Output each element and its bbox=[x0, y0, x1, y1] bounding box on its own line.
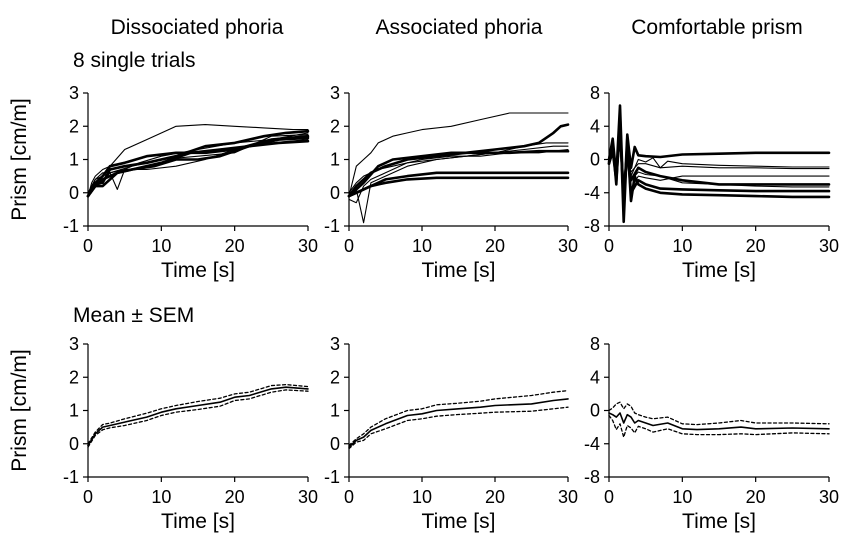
column-title-dissociated: Dissociated phoria bbox=[111, 16, 284, 39]
panel-2-x-tick-label: 10 bbox=[412, 236, 432, 256]
panel-4-y-tick-label: 1 bbox=[69, 401, 79, 421]
panel-4-y-tick-label: 3 bbox=[69, 334, 79, 354]
panel-2-y-tick-label: 0 bbox=[330, 183, 340, 203]
panel-2-x-tick-label: 0 bbox=[344, 236, 354, 256]
panel-2-y-tick-label: 3 bbox=[330, 83, 340, 103]
panel-5-trace-2-sem bbox=[348, 389, 569, 447]
panel-3-y-tick-label: 8 bbox=[590, 83, 600, 103]
panel-2-y-tick-label: 1 bbox=[330, 150, 340, 170]
panel-3-x-tick-label: 0 bbox=[604, 236, 614, 256]
panel-4-x-tick-label: 10 bbox=[151, 487, 171, 507]
panel-5-y-tick-label: 2 bbox=[330, 367, 340, 387]
panel-6-y-tick-label: -8 bbox=[584, 467, 600, 487]
panel-5-x-tick-label: 30 bbox=[558, 487, 578, 507]
panel-5-x-tick-label: 0 bbox=[344, 487, 354, 507]
panel-5-y-tick-label: 0 bbox=[330, 434, 340, 454]
panel-2-y-tick-label: 2 bbox=[330, 116, 340, 136]
column-title-comfortable: Comfortable prism bbox=[631, 16, 803, 39]
panel-3-trace-1-thick bbox=[607, 104, 831, 211]
panel-2-trace-6-thick bbox=[347, 149, 570, 198]
panel-6-trace-3-sem bbox=[608, 414, 830, 438]
panel-6-x-tick-label: 20 bbox=[746, 487, 766, 507]
panel-4-y-axis-title: Prism [cm/m] bbox=[8, 349, 31, 471]
panel-3-x-tick-label: 30 bbox=[819, 236, 839, 256]
panel-4-x-tick-label: 30 bbox=[298, 487, 318, 507]
panel-1-y-tick-label: 2 bbox=[69, 116, 79, 136]
column-title-associated: Associated phoria bbox=[376, 16, 543, 39]
panel-1-y-tick-label: 1 bbox=[69, 150, 79, 170]
panel-4-trace-1-mean bbox=[87, 386, 309, 447]
panel-5-x-tick-label: 20 bbox=[485, 487, 505, 507]
panel-2-x-axis-title: Time [s] bbox=[422, 259, 496, 282]
panel-1-x-axis-title: Time [s] bbox=[161, 259, 235, 282]
panel-1-x-tick-label: 10 bbox=[151, 236, 171, 256]
panel-3-trace-8-thin bbox=[608, 142, 830, 188]
panel-6-x-tick-label: 30 bbox=[819, 487, 839, 507]
panel-1-x-tick-label: 30 bbox=[298, 236, 318, 256]
panel-6-x-tick-label: 10 bbox=[672, 487, 692, 507]
panel-2-trace-1-thin bbox=[348, 112, 569, 197]
panel-1-trace-8-thick bbox=[86, 136, 310, 198]
panel-2-trace-4-thin bbox=[348, 148, 569, 194]
panel-6-x-axis-title: Time [s] bbox=[682, 510, 756, 533]
panel-1-y-tick-label: 0 bbox=[69, 183, 79, 203]
panel-4-y-tick-label: -1 bbox=[63, 467, 79, 487]
panel-6-y-tick-label: 0 bbox=[590, 401, 600, 421]
panel-3-y-tick-label: 4 bbox=[590, 116, 600, 136]
panel-2-x-tick-label: 20 bbox=[485, 236, 505, 256]
panel-4-x-tick-label: 20 bbox=[225, 487, 245, 507]
row-label-mean-sem: Mean ± SEM bbox=[73, 304, 194, 327]
panel-2-trace-2-thin bbox=[348, 145, 569, 224]
panel-1-trace-1-thin bbox=[87, 124, 309, 197]
panel-4-x-tick-label: 0 bbox=[83, 487, 93, 507]
panel-3-trace-5-thin bbox=[608, 142, 830, 185]
panel-4-y-tick-label: 0 bbox=[69, 434, 79, 454]
panel-1-y-tick-label: -1 bbox=[63, 216, 79, 236]
panel-1-y-tick-label: 3 bbox=[69, 83, 79, 103]
panel-5-y-tick-label: -1 bbox=[324, 467, 340, 487]
panel-3-x-tick-label: 20 bbox=[746, 236, 766, 256]
panel-4-trace-3-sem bbox=[87, 389, 309, 448]
panel-3-y-tick-label: 0 bbox=[590, 150, 600, 170]
panel-6-y-tick-label: 8 bbox=[590, 334, 600, 354]
panel-6-y-tick-label: -4 bbox=[584, 434, 600, 454]
panel-6-trace-2-sem bbox=[608, 401, 830, 426]
panel-2-y-tick-label: -1 bbox=[324, 216, 340, 236]
panel-2-trace-5-thick bbox=[347, 123, 570, 198]
panel-3-y-tick-label: -4 bbox=[584, 183, 600, 203]
panel-1-y-axis-title: Prism [cm/m] bbox=[8, 98, 31, 220]
panel-2-x-tick-label: 30 bbox=[558, 236, 578, 256]
panel-1-x-tick-label: 0 bbox=[83, 236, 93, 256]
panel-1-x-tick-label: 20 bbox=[225, 236, 245, 256]
panel-3-y-tick-label: -8 bbox=[584, 216, 600, 236]
panel-5-trace-1-mean bbox=[348, 398, 569, 448]
panel-6-trace-1-mean bbox=[608, 412, 830, 431]
panel-6-x-tick-label: 0 bbox=[604, 487, 614, 507]
panel-6-y-tick-label: 4 bbox=[590, 367, 600, 387]
panel-5-x-axis-title: Time [s] bbox=[422, 510, 496, 533]
row-label-single-trials: 8 single trials bbox=[73, 49, 196, 72]
panel-5-trace-3-sem bbox=[348, 406, 569, 450]
panel-1-trace-7-thick bbox=[86, 129, 310, 198]
panel-4-y-tick-label: 2 bbox=[69, 367, 79, 387]
panel-5-y-tick-label: 1 bbox=[330, 401, 340, 421]
panel-3-x-axis-title: Time [s] bbox=[682, 259, 756, 282]
panel-5-x-tick-label: 10 bbox=[412, 487, 432, 507]
panel-2-trace-8-thick bbox=[347, 176, 570, 198]
panel-4-trace-2-sem bbox=[87, 383, 309, 445]
panel-3-x-tick-label: 10 bbox=[672, 236, 692, 256]
panel-3-trace-7-thin bbox=[608, 134, 830, 215]
panel-4-x-axis-title: Time [s] bbox=[161, 510, 235, 533]
panel-5-y-tick-label: 3 bbox=[330, 334, 340, 354]
